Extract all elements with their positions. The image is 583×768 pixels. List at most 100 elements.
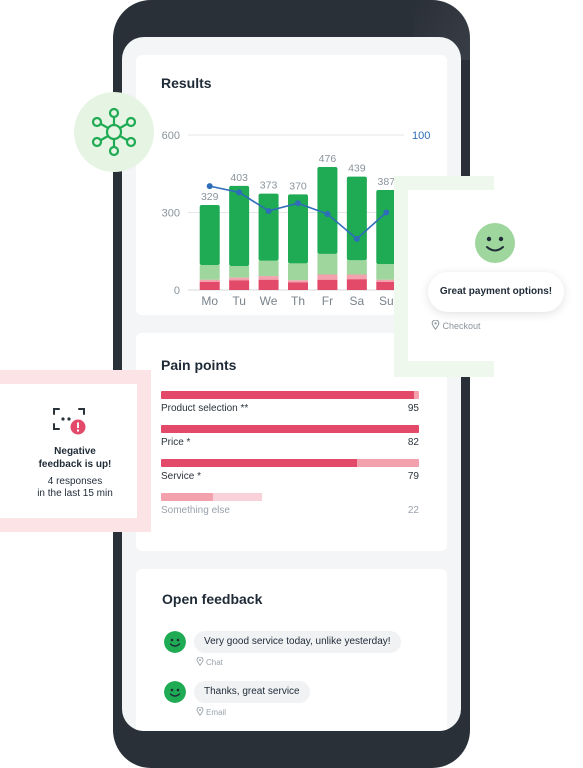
- negative-alert-sub-line1: 4 responses: [47, 476, 103, 487]
- feedback-source-label: Email: [206, 708, 227, 717]
- pain-point-fill-secondary: [413, 391, 419, 399]
- trend-point: [206, 183, 213, 190]
- bar-segment: [288, 194, 308, 264]
- bar-segment: [346, 176, 367, 261]
- negative-alert-sub-line2: in the last 15 min: [37, 488, 113, 499]
- negative-alert-title: Negative feedback is up!: [20, 445, 130, 471]
- feedback-source: Email: [196, 706, 227, 717]
- feedback-source: Chat: [196, 656, 223, 667]
- bar-segment: [376, 190, 397, 265]
- x-tick-label: Th: [291, 294, 305, 308]
- bar-total-label: 387: [378, 176, 396, 188]
- pain-point-bar: [161, 493, 419, 501]
- bar-segment: [229, 185, 250, 266]
- pain-point-row[interactable]: Something else 22: [161, 493, 419, 516]
- open-feedback-title: Open feedback: [162, 591, 263, 607]
- negative-alert-subtitle: 4 responses in the last 15 min: [18, 476, 132, 500]
- feedback-bubble: Thanks, great service: [194, 681, 310, 703]
- bar-total-label: 373: [260, 180, 278, 192]
- bar-segment: [346, 279, 367, 290]
- bar-segment: [258, 279, 279, 290]
- pain-point-value: 82: [407, 437, 419, 448]
- negative-alert-panel: [0, 384, 137, 518]
- pain-point-value: 95: [407, 403, 419, 414]
- pain-points-title: Pain points: [161, 357, 237, 373]
- trend-point: [353, 235, 360, 242]
- y-tick-label: 300: [162, 208, 180, 220]
- y-tick-label: 0: [174, 285, 180, 297]
- bar-segment: [199, 279, 220, 282]
- pain-point-fill: [161, 391, 414, 399]
- pain-point-fill: [161, 425, 419, 433]
- y-tick-label: 600: [162, 130, 180, 142]
- x-tick-label: Mo: [201, 294, 218, 308]
- pain-point-row[interactable]: Price * 82: [161, 425, 419, 448]
- pain-point-fill-secondary: [357, 459, 419, 467]
- x-tick-label: Tu: [232, 294, 246, 308]
- results-chart: 0 300 600 100 329 Mo 403 Tu 373 We 370 Th 476 Fr 439 Sa…: [162, 130, 431, 308]
- pain-point-bar: [161, 425, 419, 433]
- pain-point-fill: [161, 459, 358, 467]
- smile-face-icon: [164, 631, 186, 653]
- feedback-source-label: Chat: [206, 658, 223, 667]
- bar-total-label: 370: [289, 180, 307, 192]
- location-pin-icon: [431, 319, 440, 331]
- bar-segment: [376, 281, 397, 290]
- bar-segment: [288, 263, 308, 281]
- negative-alert-title-line1: Negative: [54, 446, 96, 457]
- bar-segment: [258, 276, 279, 280]
- location-pin-icon: [196, 706, 204, 717]
- pain-point-value: 22: [407, 505, 419, 516]
- bar-total-label: 439: [348, 163, 366, 175]
- bar-segment: [199, 205, 220, 265]
- pain-point-label: Something else: [161, 505, 230, 516]
- x-tick-label: We: [260, 294, 278, 308]
- bar-segment: [229, 277, 250, 281]
- payment-source-label: Checkout: [442, 321, 481, 331]
- bar-segment: [229, 280, 250, 290]
- x-tick-label: Fr: [322, 294, 333, 308]
- smile-face-icon: [475, 223, 515, 263]
- x-tick-label: Su: [379, 294, 394, 308]
- payment-feedback-bubble[interactable]: Great payment options!: [428, 272, 564, 312]
- results-title: Results: [161, 75, 212, 91]
- phone-screen: Results 0 300 600 100 329 Mo 403 Tu 373 We 370 Th 47…: [122, 37, 461, 731]
- pain-point-label: Product selection **: [161, 403, 249, 414]
- payment-source: Checkout: [431, 319, 481, 331]
- network-hub-icon: [91, 107, 137, 157]
- bar-segment: [376, 264, 397, 280]
- right-axis-label: 100: [412, 130, 430, 142]
- pain-point-value: 79: [407, 471, 419, 482]
- bar-segment: [317, 253, 338, 275]
- pain-point-label: Price *: [161, 437, 191, 448]
- bar-segment: [288, 282, 308, 290]
- location-pin-icon: [196, 656, 204, 667]
- bar-segment: [288, 280, 308, 283]
- bar-segment: [376, 279, 397, 282]
- bar-total-label: 476: [319, 153, 337, 165]
- negative-alert-title-line2: feedback is up!: [38, 459, 112, 470]
- smile-face-icon: [164, 681, 186, 703]
- bar-segment: [317, 274, 338, 280]
- bar-segment: [317, 167, 338, 254]
- trend-point: [265, 207, 272, 214]
- bar-segment: [317, 279, 338, 290]
- scan-alert-icon: [53, 408, 86, 435]
- bar-segment: [258, 193, 279, 261]
- bar-segment: [199, 264, 220, 280]
- pain-point-fill-secondary: [212, 493, 262, 501]
- pain-point-bar: [161, 391, 419, 399]
- pain-point-row[interactable]: Product selection ** 95: [161, 391, 419, 414]
- pain-point-bar: [161, 459, 419, 467]
- bar-total-label: 403: [230, 172, 248, 184]
- bar-segment: [346, 274, 367, 280]
- trend-point: [295, 200, 301, 207]
- trend-point: [324, 211, 331, 218]
- feedback-bubble: Very good service today, unlike yesterda…: [194, 631, 401, 653]
- network-hub-badge: [74, 92, 154, 172]
- pain-point-row[interactable]: Service * 79: [161, 459, 419, 482]
- pain-point-label: Service *: [161, 471, 202, 482]
- bar-segment: [199, 281, 220, 290]
- bar-segment: [258, 260, 279, 277]
- trend-point: [383, 209, 390, 216]
